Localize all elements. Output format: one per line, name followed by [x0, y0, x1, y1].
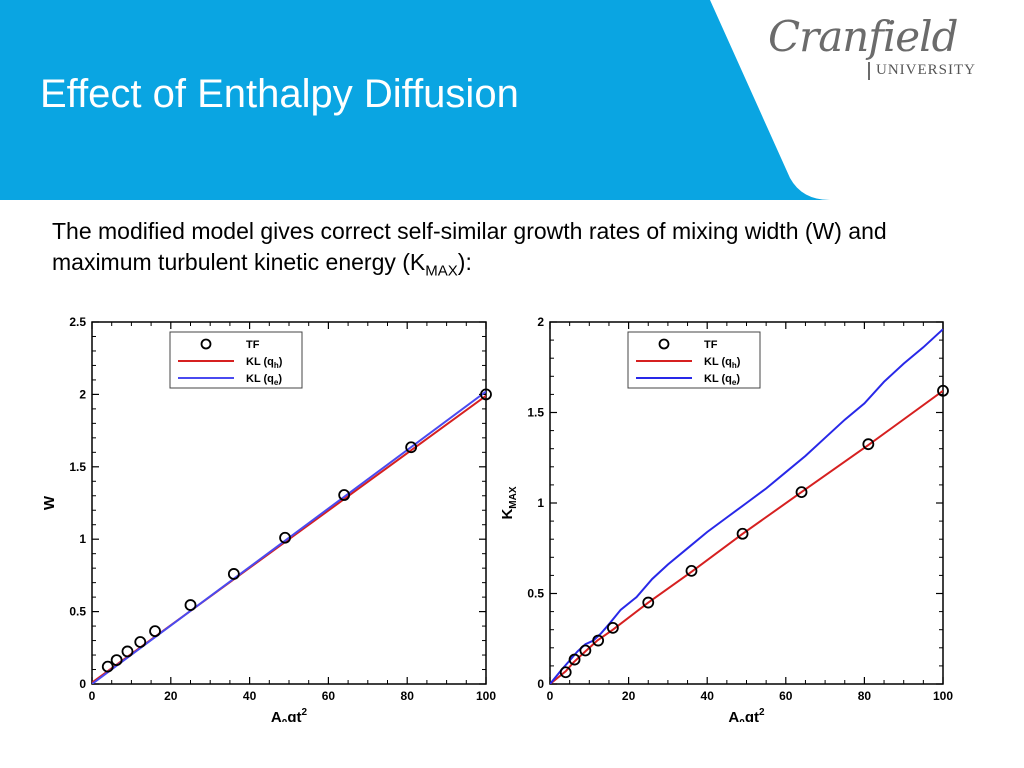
intro-paragraph: The modified model gives correct self-si… — [52, 216, 992, 287]
k-x-axis-label-main: A — [728, 709, 739, 722]
w-legend-label-1: KL (qh) — [246, 356, 283, 370]
k-tf-point — [862, 438, 875, 451]
w-x-axis-label-main: A — [271, 709, 282, 722]
w-tf-point — [121, 645, 134, 658]
w-tf-point — [149, 625, 161, 638]
w-ytick-label: 0.5 — [69, 605, 86, 619]
w-legend-label-sub: e — [274, 378, 279, 387]
w-y-axis-label: W — [41, 495, 58, 510]
k-legend-marker — [658, 338, 670, 350]
w-x-axis-label-sup: 2 — [302, 707, 308, 718]
k-xtick-label: 60 — [779, 689, 793, 703]
w-legend-label-main: TF — [246, 339, 260, 351]
k-tf-point — [937, 384, 949, 397]
w-legend-label-main: KL (q — [246, 373, 274, 385]
logo-divider — [868, 62, 870, 80]
w-legend-label-0: TF — [246, 339, 260, 351]
k-tf-point — [579, 644, 592, 657]
cranfield-logo: Cranfield UNIVERSITY — [768, 12, 1008, 82]
w-tf-point — [101, 660, 114, 673]
k-x-axis-label-sub: 0 — [739, 718, 745, 722]
k-legend-label-main: TF — [704, 339, 718, 351]
k-legend-label-sub: h — [732, 361, 737, 370]
w-legend-label-main: KL (q — [246, 356, 274, 368]
k-y-axis-label-sub: MAX — [508, 486, 519, 509]
k-xtick-label: 20 — [622, 689, 636, 703]
k-xtick-label: 0 — [547, 689, 554, 703]
w-ytick-label: 0 — [79, 677, 86, 691]
w-ytick-label: 1.5 — [69, 460, 86, 474]
w-tf-point — [480, 388, 492, 401]
k-legend-label-sub: e — [732, 378, 737, 387]
k-legend-label-end: ) — [737, 356, 741, 368]
w-tf-point — [405, 441, 418, 454]
w-xtick-label: 0 — [89, 689, 96, 703]
w-legend-label-2: KL (qe) — [246, 373, 282, 387]
k-legend-label-main: KL (q — [704, 356, 732, 368]
w-ytick-label: 2 — [79, 387, 86, 401]
k-y-axis-label: KMAX — [499, 486, 519, 519]
intro-subscript: MAX — [425, 262, 458, 280]
w-xtick-label: 100 — [476, 689, 496, 703]
w-legend-label-sub: h — [274, 361, 279, 370]
w-ytick-label: 2.5 — [69, 315, 86, 329]
w-tf-point — [134, 636, 147, 648]
w-legend-label-end: ) — [278, 373, 282, 385]
k-ytick-label: 1.5 — [527, 406, 544, 420]
k-tf-point — [592, 634, 605, 647]
k-x-axis-label-sup: 2 — [759, 707, 765, 718]
k-tf-point — [568, 653, 581, 666]
w-data-group — [92, 390, 486, 684]
k-legend-label-end: ) — [736, 373, 740, 385]
w-xtick-label: 80 — [401, 689, 415, 703]
k-legend-label-1: KL (qh) — [704, 356, 741, 370]
w-x-axis-label-mid: gt — [287, 709, 301, 722]
k-tf-point — [685, 564, 698, 577]
w-xtick-label: 20 — [164, 689, 178, 703]
w-y-axis-label-main: W — [41, 495, 58, 510]
k-tf-point — [642, 596, 655, 609]
w-legend-label-end: ) — [279, 356, 283, 368]
w-tf-point — [338, 489, 351, 501]
k-xtick-label: 80 — [858, 689, 872, 703]
intro-main-text: The modified model gives correct self-si… — [52, 218, 887, 275]
k-tf-point — [606, 621, 619, 634]
k-tf-point — [795, 486, 808, 499]
k-series-line-2 — [550, 328, 943, 684]
intro-end-text: ): — [457, 249, 472, 275]
k-xtick-label: 40 — [701, 689, 715, 703]
k-legend-label-0: TF — [704, 339, 718, 351]
slide-title: Effect of Enthalpy Diffusion — [40, 72, 519, 116]
k-tf-point — [559, 666, 572, 679]
k-y-axis-label-main: K — [499, 509, 516, 520]
k-xtick-label: 100 — [933, 689, 953, 703]
k-ytick-label: 0.5 — [527, 587, 544, 601]
w-x-axis-label: A0gt2 — [271, 707, 308, 722]
w-xtick-label: 60 — [322, 689, 336, 703]
k-tf-point — [736, 527, 749, 540]
k-ytick-label: 2 — [537, 315, 544, 329]
w-tf-point — [184, 599, 197, 611]
k-ytick-label: 1 — [537, 496, 544, 510]
k-ytick-label: 0 — [537, 677, 544, 691]
k-x-axis-label: A0gt2 — [728, 707, 765, 722]
logo-university-text: UNIVERSITY — [876, 62, 976, 78]
w-series-line-2 — [92, 390, 486, 684]
k-x-axis-label-mid: gt — [745, 709, 759, 722]
k-legend-label-main: KL (q — [704, 373, 732, 385]
w-tf-point — [279, 531, 291, 544]
w-tf-point — [227, 568, 240, 580]
w-legend-marker — [200, 338, 212, 350]
w-xtick-label: 40 — [243, 689, 257, 703]
w-x-axis-label-sub: 0 — [282, 718, 288, 722]
k-legend-label-2: KL (qe) — [704, 373, 740, 387]
w-ytick-label: 1 — [79, 532, 86, 546]
header-band — [0, 0, 830, 200]
w-tf-point — [110, 654, 123, 667]
logo-script-text: Cranfield — [768, 12, 958, 61]
